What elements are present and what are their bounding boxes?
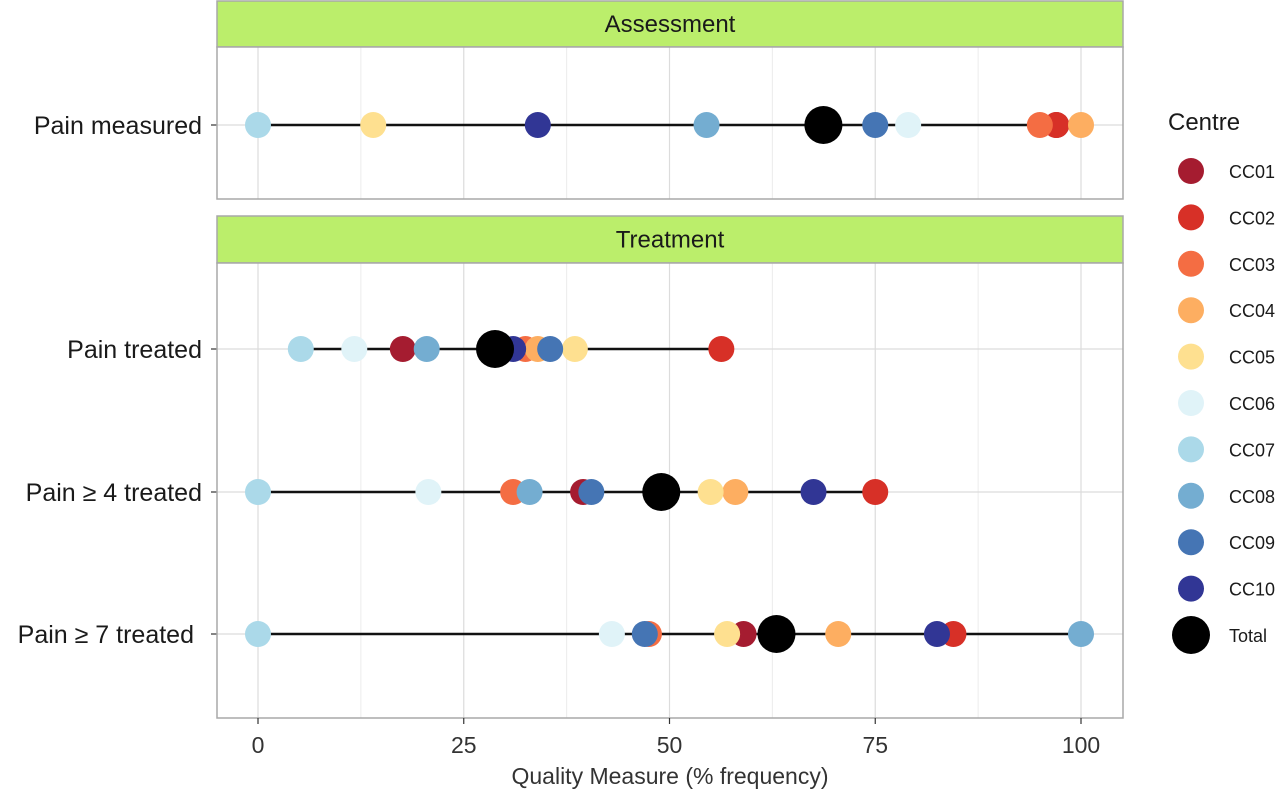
data-point-total bbox=[476, 330, 515, 368]
row-label: Pain ≥ 7 treated bbox=[18, 621, 194, 649]
x-axis-title: Quality Measure (% frequency) bbox=[511, 763, 828, 789]
legend-label: CC06 bbox=[1229, 394, 1275, 414]
data-point-total bbox=[804, 106, 843, 144]
data-point-total bbox=[642, 473, 681, 511]
data-point-cc07 bbox=[287, 336, 314, 362]
data-point-cc08 bbox=[516, 479, 543, 505]
legend-key-cc09 bbox=[1178, 529, 1204, 556]
legend-key-cc03 bbox=[1178, 250, 1204, 277]
legend-key-cc01 bbox=[1178, 158, 1204, 184]
facet-strip bbox=[216, 215, 1124, 264]
legend-key-cc10 bbox=[1178, 575, 1204, 602]
panel-border bbox=[216, 46, 1124, 200]
data-point-cc09 bbox=[631, 621, 658, 647]
legend-key-cc04 bbox=[1178, 297, 1204, 324]
row-label: Pain measured bbox=[34, 112, 202, 140]
legend-key-cc05 bbox=[1178, 343, 1204, 370]
data-point-cc07 bbox=[245, 112, 271, 138]
facet-strip-title: Treatment bbox=[616, 227, 725, 254]
data-point-cc03 bbox=[1026, 112, 1053, 138]
legend-label: CC05 bbox=[1229, 348, 1275, 368]
legend-label: CC10 bbox=[1229, 580, 1275, 600]
x-tick-label: 100 bbox=[1062, 732, 1100, 758]
legend-key-cc06 bbox=[1178, 390, 1204, 416]
facet-strip-title: Assessment bbox=[605, 11, 736, 38]
data-point-cc09 bbox=[862, 112, 889, 138]
data-point-cc08 bbox=[413, 336, 440, 362]
x-tick-label: 0 bbox=[252, 732, 265, 758]
data-point-cc06 bbox=[341, 336, 368, 362]
data-point-cc10 bbox=[800, 479, 827, 505]
data-point-cc07 bbox=[245, 621, 271, 647]
data-point-cc04 bbox=[1068, 112, 1094, 138]
legend-label: CC08 bbox=[1229, 487, 1275, 507]
facet-strip bbox=[216, 0, 1124, 48]
data-point-cc05 bbox=[714, 621, 741, 647]
legend-label: CC04 bbox=[1229, 301, 1275, 321]
legend-label: CC01 bbox=[1229, 162, 1275, 182]
data-point-cc05 bbox=[561, 336, 588, 362]
data-point-cc04 bbox=[722, 479, 749, 505]
data-point-cc07 bbox=[245, 479, 271, 505]
legend-key-total bbox=[1172, 616, 1210, 654]
data-point-cc05 bbox=[697, 479, 724, 505]
data-point-cc06 bbox=[598, 621, 625, 647]
legend-label: CC07 bbox=[1229, 440, 1275, 460]
data-point-cc06 bbox=[895, 112, 922, 138]
data-point-cc02 bbox=[862, 479, 889, 505]
data-point-cc05 bbox=[360, 112, 387, 138]
legend-label: CC03 bbox=[1229, 255, 1275, 275]
data-point-cc10 bbox=[923, 621, 950, 647]
data-point-cc06 bbox=[415, 479, 442, 505]
data-point-cc10 bbox=[524, 112, 551, 138]
legend-title: Centre bbox=[1168, 109, 1240, 136]
data-point-cc01 bbox=[389, 336, 416, 362]
x-tick-label: 50 bbox=[657, 732, 683, 758]
row-label: Pain ≥ 4 treated bbox=[26, 479, 202, 507]
data-point-cc04 bbox=[825, 621, 852, 647]
data-point-cc08 bbox=[1068, 621, 1094, 647]
data-point-cc02 bbox=[708, 336, 735, 362]
data-point-cc08 bbox=[693, 112, 720, 138]
legend-key-cc07 bbox=[1178, 436, 1204, 463]
legend-key-cc08 bbox=[1178, 482, 1204, 509]
data-point-cc09 bbox=[578, 479, 605, 505]
legend-label: CC09 bbox=[1229, 533, 1275, 553]
data-point-total bbox=[757, 615, 796, 653]
data-point-cc09 bbox=[537, 336, 564, 362]
legend-key-cc02 bbox=[1178, 204, 1204, 231]
legend-label: CC02 bbox=[1229, 208, 1275, 228]
legend-label: Total bbox=[1229, 626, 1267, 646]
row-label: Pain treated bbox=[67, 336, 202, 364]
x-tick-label: 75 bbox=[862, 732, 888, 758]
x-tick-label: 25 bbox=[451, 732, 477, 758]
